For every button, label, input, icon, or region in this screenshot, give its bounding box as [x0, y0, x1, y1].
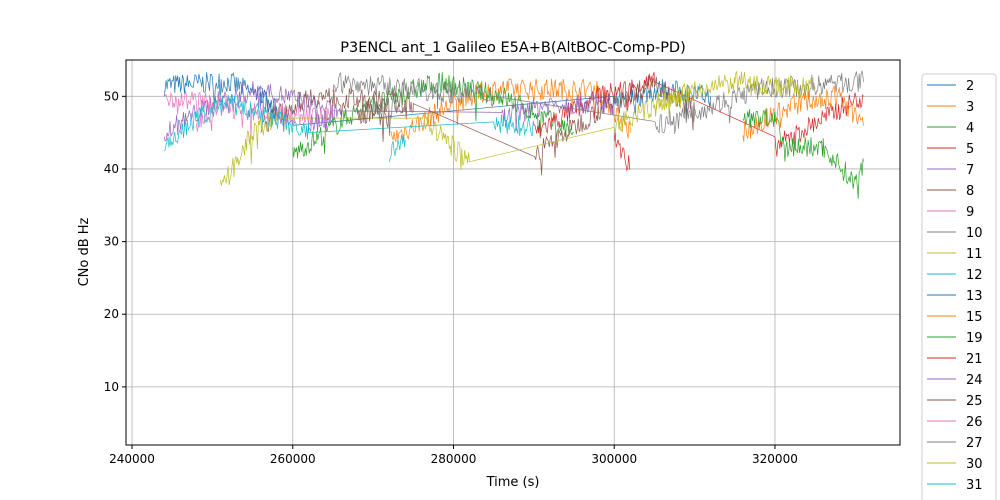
series-line-9	[163, 90, 334, 140]
legend-label: 21	[966, 352, 983, 367]
legend-label: 26	[966, 415, 983, 430]
series-line-24	[308, 103, 342, 133]
legend-label: 2	[966, 79, 974, 94]
legend-label: 4	[966, 121, 974, 136]
legend-label: 3	[966, 100, 974, 115]
y-axis-label: CNo dB Hz	[77, 217, 92, 286]
y-tick-label: 50	[104, 89, 119, 103]
legend-label: 11	[966, 247, 983, 262]
y-tick-label: 10	[104, 380, 119, 394]
series-line-30	[654, 83, 695, 111]
legend-label: 27	[966, 436, 983, 451]
y-tick-label: 20	[104, 307, 119, 321]
series-line-8	[260, 75, 695, 176]
series-line-15	[742, 85, 864, 142]
legend-label: 30	[966, 457, 983, 472]
legend-label: 8	[966, 184, 974, 199]
legend-label: 12	[966, 268, 983, 283]
legend-label: 5	[966, 142, 974, 157]
series-line-12	[163, 94, 535, 152]
legend: 23457891011121315192124252627303133	[921, 73, 997, 500]
legend-label: 24	[966, 373, 983, 388]
x-tick-label: 300000	[591, 452, 637, 466]
legend-label: 13	[966, 289, 983, 304]
legend-label: 31	[966, 478, 983, 493]
series-line-21	[613, 132, 631, 171]
x-tick-label: 320000	[752, 452, 798, 466]
series-line-31	[388, 134, 406, 162]
legend-label: 10	[966, 226, 983, 241]
legend-label: 9	[966, 205, 974, 220]
plot-frame	[125, 59, 901, 446]
series-line-13	[260, 89, 278, 120]
x-tick-label: 280000	[431, 452, 477, 466]
x-axis-label: Time (s)	[486, 475, 540, 490]
series-line-27	[372, 93, 406, 136]
x-tick-label: 260000	[270, 452, 316, 466]
series-line-26	[195, 110, 213, 132]
series-line-3	[388, 78, 631, 142]
x-tick-label: 240000	[109, 452, 155, 466]
series-line-19	[742, 108, 864, 199]
legend-label: 7	[966, 163, 974, 178]
legend-box	[921, 73, 997, 500]
y-tick-label: 40	[104, 162, 119, 176]
series-line-4	[292, 71, 575, 159]
legend-label: 19	[966, 331, 983, 346]
legend-label: 25	[966, 394, 983, 409]
chart-title: P3ENCL ant_1 Galileo E5A+B(AltBOC-Comp-P…	[340, 40, 686, 56]
y-tick-label: 30	[104, 235, 119, 249]
legend-label: 15	[966, 310, 983, 325]
